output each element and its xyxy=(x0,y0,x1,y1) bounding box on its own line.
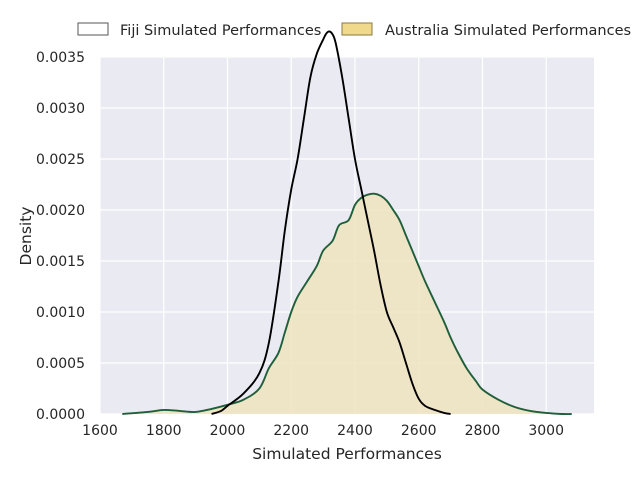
y-tick-label: 0.0035 xyxy=(36,50,85,66)
x-tick-label: 1600 xyxy=(82,423,118,439)
y-tick-label: 0.0020 xyxy=(36,203,85,219)
x-tick-labels: 1600 1800 2000 2200 2400 2600 2800 3000 xyxy=(82,423,564,439)
x-tick-label: 2600 xyxy=(401,423,437,439)
x-tick-label: 2400 xyxy=(337,423,373,439)
australia-density-line xyxy=(122,192,572,416)
y-tick-label: 0.0005 xyxy=(36,356,85,372)
x-tick-label: 2200 xyxy=(273,423,309,439)
fiji-legend-label: Fiji Simulated Performances xyxy=(120,23,321,39)
fiji-density-line xyxy=(211,30,451,415)
australia-legend-swatch xyxy=(341,22,373,36)
x-tick-label: 3000 xyxy=(528,423,564,439)
x-gridlines xyxy=(99,57,547,414)
x-tick-label: 2800 xyxy=(465,423,501,439)
y-tick-label: 0.0000 xyxy=(36,407,85,423)
australia-density-area xyxy=(122,193,572,415)
y-axis-label: Density xyxy=(17,207,35,266)
density-curves xyxy=(122,30,572,416)
x-tick-label: 2000 xyxy=(210,423,246,439)
y-tick-label: 0.0025 xyxy=(36,152,85,168)
legend: Fiji Simulated Performances Australia Sim… xyxy=(77,22,631,39)
y-tick-label: 0.0015 xyxy=(36,254,85,270)
y-tick-label: 0.0030 xyxy=(36,101,85,117)
x-tick-label: 1800 xyxy=(146,423,182,439)
y-tick-label: 0.0010 xyxy=(36,305,85,321)
y-tick-labels: 0.0000 0.0005 0.0010 0.0015 0.0020 0.0025 0.00… xyxy=(36,50,85,423)
australia-legend-label: Australia Simulated Performances xyxy=(385,23,631,39)
x-axis-label: Simulated Performances xyxy=(252,445,442,463)
fiji-legend-swatch xyxy=(77,22,109,36)
